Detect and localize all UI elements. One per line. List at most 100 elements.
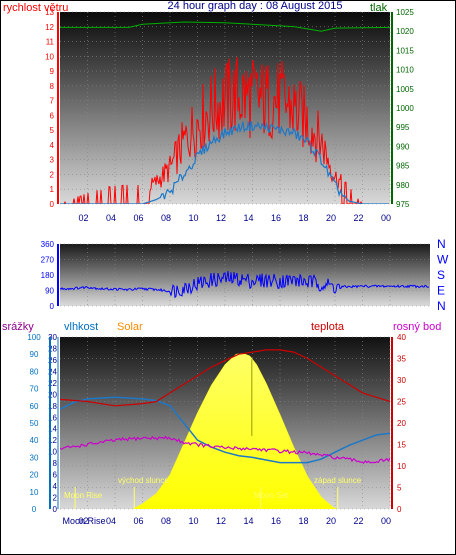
- dew-axis-label: rosný bod: [393, 321, 441, 333]
- temp-axis-ticks: 0 5 10 15 20 25 30 35 40: [397, 333, 406, 514]
- solar-axis-label: Solar: [117, 321, 143, 333]
- pressure-tick-label: 1010: [396, 66, 414, 75]
- wind-gust-series: [60, 56, 389, 204]
- wind-gust-line: [60, 56, 389, 204]
- wind-x-tick-label: 10: [188, 213, 198, 223]
- wind-x-tick-label: 08: [161, 213, 171, 223]
- wind-x-ticks: 02 04 06 08 10 12 14 16 18 20 22 00: [78, 213, 391, 223]
- temp-tick-label: 10: [397, 462, 406, 471]
- temp-tick-label: 0: [397, 505, 402, 514]
- compass-label: W: [437, 253, 449, 267]
- compass-label: S: [437, 268, 445, 282]
- temp-x-tick-label: 16: [271, 516, 281, 526]
- humidity-tick-label: 28: [48, 344, 57, 353]
- humidity-tick-label: 20: [48, 390, 57, 399]
- annotation-sunrise: východ slunce: [118, 476, 169, 485]
- temp-x-tick-label: 10: [188, 516, 198, 526]
- temp-tick-label: 15: [397, 441, 406, 450]
- wind-x-tick-label: 04: [106, 213, 116, 223]
- direction-series: [60, 271, 430, 299]
- wind-tick-label: 12: [45, 23, 54, 32]
- wind-tick-label: 10: [45, 52, 54, 61]
- wind-x-tick-label: 06: [133, 213, 143, 223]
- wind-x-tick-label: 16: [271, 213, 281, 223]
- humidity-tick-label: 0: [53, 505, 58, 514]
- compass-label: N: [437, 299, 446, 313]
- dew-point-line: [60, 435, 390, 464]
- temp-axis-label: teplota: [311, 321, 345, 333]
- rain-tick-label: 10: [30, 488, 39, 497]
- title: 24 hour graph day : 08 August 2015: [168, 0, 343, 12]
- temp-tick-label: 40: [397, 333, 406, 342]
- wind-grid: [60, 11, 391, 205]
- rain-axis-ticks: 0 10 20 30 40 50 60 70 80 90 100: [27, 333, 41, 514]
- humidity-tick-label: 12: [48, 436, 57, 445]
- temp-x-tick-label: 00: [381, 516, 391, 526]
- pressure-tick-label: 1025: [396, 8, 414, 17]
- humidity-tick-label: 18: [48, 402, 57, 411]
- rain-tick-label: 100: [27, 333, 41, 342]
- annotation-moonrise: Moon Rise: [64, 491, 103, 500]
- pressure-tick-label: 1020: [396, 27, 414, 36]
- temp-x-tick-label: 04: [106, 516, 116, 526]
- rain-tick-label: 50: [30, 419, 39, 428]
- rain-tick-label: 20: [30, 471, 39, 480]
- pressure-tick-label: 975: [396, 200, 410, 209]
- humidity-tick-label: 14: [48, 425, 57, 434]
- humidity-tick-label: 26: [48, 356, 57, 365]
- direction-line: [60, 271, 430, 299]
- pressure-tick-label: 1015: [396, 46, 414, 55]
- compass-label: E: [437, 284, 445, 298]
- direction-tick-label: 270: [41, 256, 55, 265]
- humidity-tick-label: 2: [53, 494, 58, 503]
- wind-tick-label: 3: [50, 156, 55, 165]
- temp-tick-label: 30: [397, 376, 406, 385]
- solar-area: [132, 353, 337, 509]
- rain-tick-label: 70: [30, 385, 39, 394]
- direction-tick-label: 90: [45, 287, 54, 296]
- wind-tick-label: 4: [50, 141, 55, 150]
- temp-tick-label: 35: [397, 355, 406, 364]
- rain-axis-label: srážky: [2, 321, 34, 333]
- wind-x-tick-label: 00: [381, 213, 391, 223]
- annotation-moonset: Moon Set: [254, 491, 289, 500]
- wind-tick-label: 11: [46, 38, 55, 47]
- wind-x-tick-label: 20: [326, 213, 336, 223]
- temp-x-tick-label: 08: [161, 516, 171, 526]
- pressure-tick-label: 985: [396, 162, 410, 171]
- rain-tick-label: 60: [30, 402, 39, 411]
- temperature-line: [60, 349, 390, 407]
- wind-tick-label: 2: [50, 170, 55, 179]
- temp-x-tick-label: 02: [78, 516, 88, 526]
- temp-tick-label: 5: [397, 484, 402, 493]
- wind-x-tick-label: 18: [298, 213, 308, 223]
- wind-tick-label: 7: [50, 97, 55, 106]
- humidity-axis-label: vlhkost: [64, 321, 98, 333]
- humidity-tick-label: 6: [53, 471, 58, 480]
- annotation-sunset: západ slunce: [314, 476, 362, 485]
- pressure-tick-label: 1000: [396, 104, 414, 113]
- temp-x-tick-label: 14: [243, 516, 253, 526]
- direction-tick-label: 180: [41, 271, 55, 280]
- pressure-axis-label: tlak: [370, 2, 388, 14]
- direction-tick-label: 0: [50, 302, 55, 311]
- compass-label: N: [437, 237, 446, 251]
- rain-tick-label: 0: [32, 505, 37, 514]
- humidity-tick-label: 24: [48, 367, 57, 376]
- rain-tick-label: 80: [30, 367, 39, 376]
- temp-tick-label: 25: [397, 398, 406, 407]
- wind-tick-label: 9: [50, 67, 55, 76]
- humidity-tick-label: 8: [53, 459, 58, 468]
- wind-average-line: [60, 121, 389, 204]
- rain-tick-label: 90: [30, 350, 39, 359]
- wind-x-tick-label: 14: [243, 213, 253, 223]
- wind-x-tick-label: 22: [353, 213, 363, 223]
- wind-axis-label: rychlost větru: [3, 2, 68, 14]
- pressure-tick-label: 980: [396, 181, 410, 190]
- temp-x-tick-label: 18: [298, 516, 308, 526]
- temp-x-tick-label: 20: [326, 516, 336, 526]
